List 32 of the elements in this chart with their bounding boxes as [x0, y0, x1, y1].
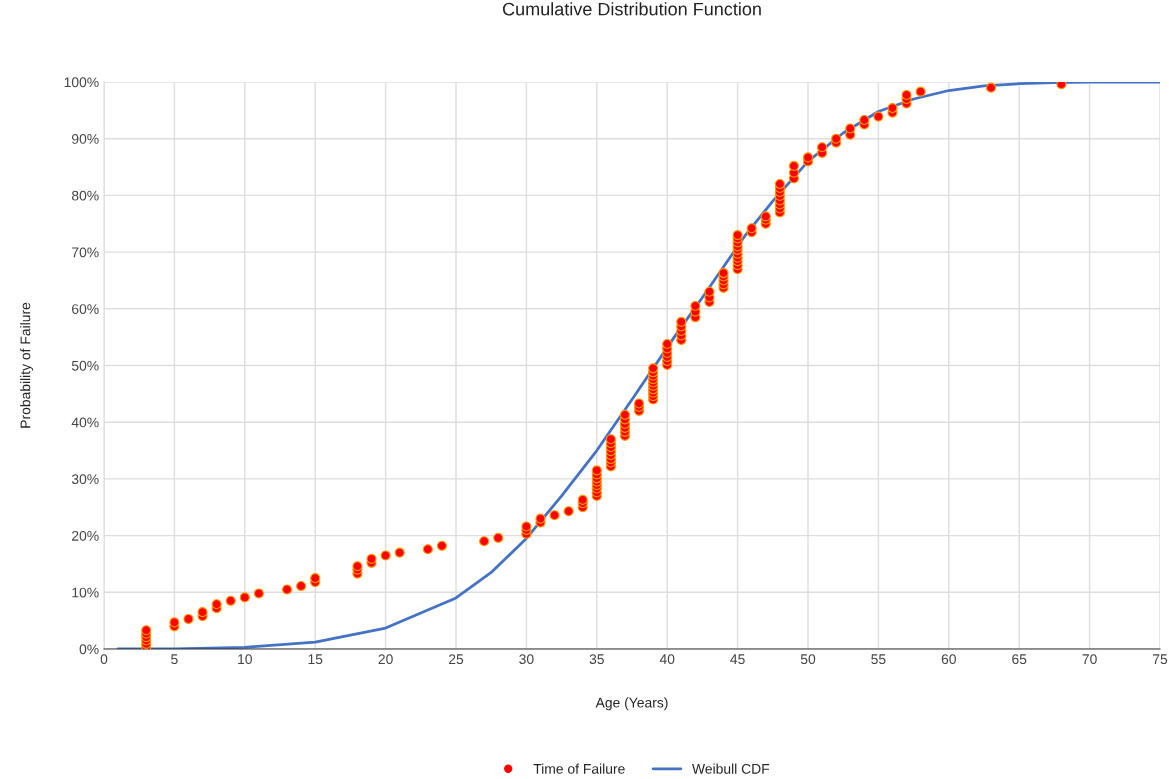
- x-tick-label: 25: [448, 654, 464, 665]
- chart-title: Cumulative Distribution Function: [502, 2, 761, 16]
- y-tick-label: 10%: [72, 587, 99, 598]
- y-tick-label: 100%: [64, 77, 99, 88]
- y-tick-label: 80%: [71, 190, 99, 201]
- y-axis-title: Probability of Failure: [20, 302, 34, 428]
- legend-label: Time of Failure: [533, 763, 625, 774]
- x-tick-label: 40: [659, 654, 675, 665]
- x-tick-label: 15: [308, 654, 323, 665]
- x-tick-label: 30: [519, 654, 534, 665]
- x-axis-title: Age (Years): [595, 697, 668, 711]
- y-tick-label: 20%: [72, 530, 99, 541]
- x-tick-label: 5: [171, 654, 178, 665]
- y-tick-label: 40%: [71, 417, 99, 428]
- x-tick-label: 70: [1082, 654, 1097, 665]
- x-tick-label: 55: [871, 654, 886, 665]
- x-tick-label: 10: [238, 654, 252, 665]
- x-tick-label: 50: [800, 654, 816, 665]
- legend-label: Weibull CDF: [692, 763, 770, 774]
- y-tick-label: 0%: [79, 644, 99, 655]
- y-tick-label: 50%: [71, 360, 99, 371]
- x-tick-label: 35: [589, 654, 604, 665]
- x-tick-label: 75: [1152, 654, 1168, 665]
- y-tick-label: 30%: [71, 474, 99, 485]
- x-tick-label: 0: [100, 654, 108, 665]
- y-tick-label: 60%: [72, 304, 99, 314]
- x-tick-label: 20: [378, 654, 393, 665]
- y-tick-label: 70%: [72, 247, 99, 258]
- x-tick-label: 60: [941, 654, 956, 665]
- y-tick-label: 90%: [71, 134, 99, 144]
- x-tick-label: 65: [1012, 654, 1027, 665]
- x-tick-label: 45: [730, 654, 745, 665]
